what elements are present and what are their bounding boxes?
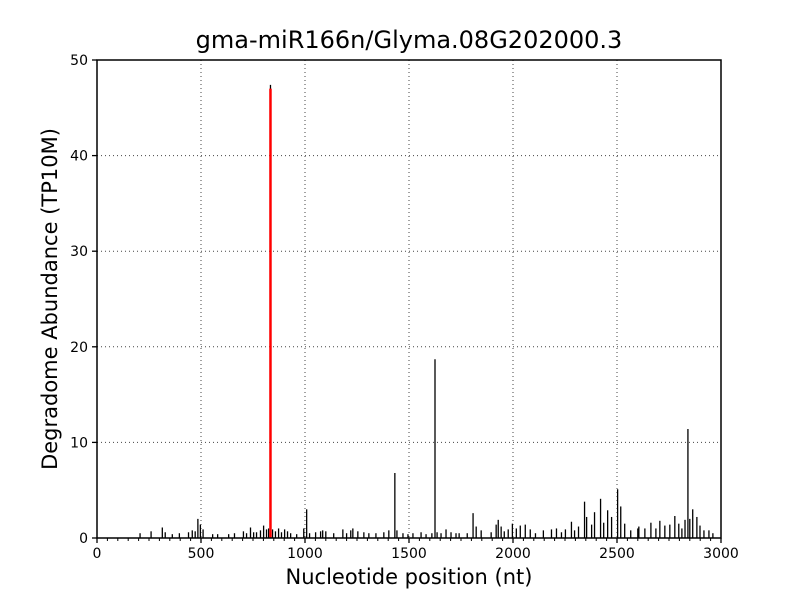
x-tick-label: 2000 — [495, 546, 531, 562]
x-tick-label: 0 — [93, 546, 102, 562]
axes-frame — [96, 59, 722, 539]
x-tick-label: 500 — [188, 546, 215, 562]
plot-border — [96, 59, 722, 539]
grid-lines — [97, 60, 721, 538]
x-tick-label: 3000 — [703, 546, 739, 562]
y-axis-label: Degradome Abundance (TP10M) — [38, 128, 62, 470]
chart-title: gma-miR166n/Glyma.08G202000.3 — [196, 26, 623, 54]
y-tick-label: 0 — [79, 531, 88, 547]
x-tick-label: 1000 — [287, 546, 323, 562]
x-tick-label: 1500 — [391, 546, 427, 562]
data-spikes — [139, 84, 714, 538]
x-tick-label: 2500 — [599, 546, 635, 562]
axis-ticks: 0 500 1000 1500 2000 2500 3000 0 10 20 30 40 50 — [70, 53, 739, 562]
y-tick-label: 40 — [70, 149, 88, 165]
x-axis-label: Nucleotide position (nt) — [286, 565, 533, 589]
y-tick-label: 50 — [70, 53, 88, 69]
y-tick-label: 30 — [70, 244, 88, 260]
y-tick-label: 10 — [70, 435, 88, 451]
y-tick-label: 20 — [70, 340, 88, 356]
